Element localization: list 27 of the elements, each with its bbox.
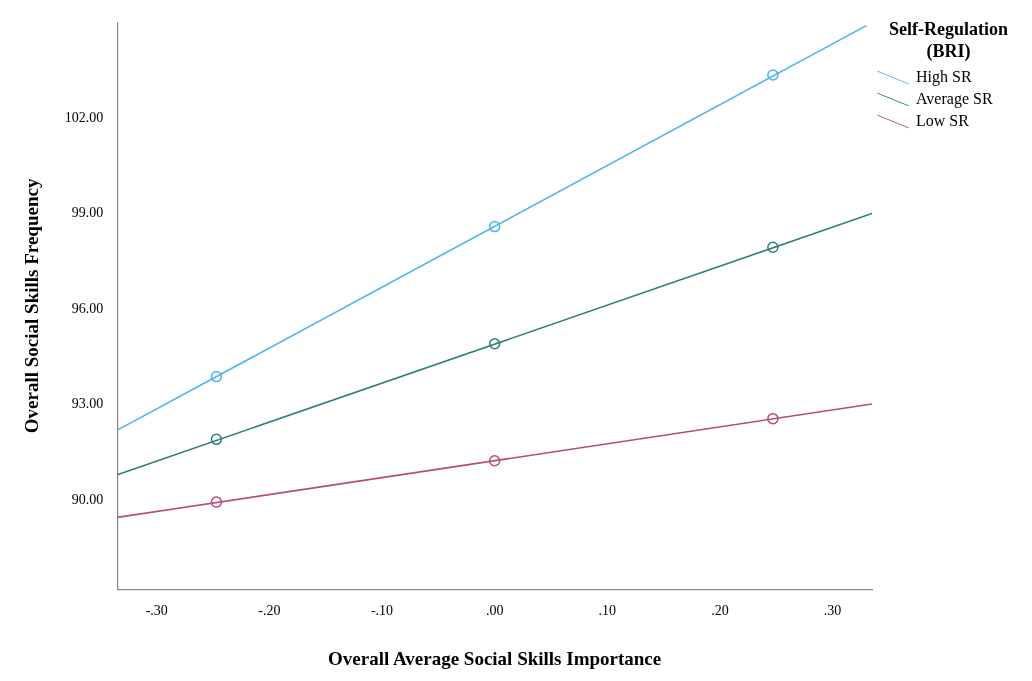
point xyxy=(767,241,779,254)
x-tick-label: -.20 xyxy=(258,603,281,619)
point xyxy=(488,454,501,467)
y-tick-label: 102.00 xyxy=(64,109,104,125)
point xyxy=(767,69,779,81)
point xyxy=(210,370,223,383)
y-tick-label: 90.00 xyxy=(71,491,104,507)
x-axis-title: Overall Average Social Skills Importance xyxy=(328,647,662,669)
legend-label: Low SR xyxy=(916,112,969,130)
point xyxy=(210,433,223,446)
x-tick-label: .30 xyxy=(823,603,842,619)
y-tick-label: 96.00 xyxy=(71,300,104,316)
x-tick-label: -.30 xyxy=(145,603,168,619)
y-axis-title: Overall Social Skills Frequency xyxy=(21,178,43,434)
y-tick-label: 93.00 xyxy=(71,396,104,412)
x-tick-label: .20 xyxy=(711,603,729,619)
point xyxy=(767,412,779,425)
point xyxy=(210,496,223,508)
point xyxy=(488,220,501,233)
legend-title: Self-Regulation (BRI) xyxy=(888,18,1009,62)
point xyxy=(488,338,501,350)
legend-label: Average SR xyxy=(916,90,993,108)
x-tick-label: .10 xyxy=(598,603,617,619)
legend-label: High SR xyxy=(916,68,972,86)
x-tick-label: .00 xyxy=(485,603,504,619)
y-tick-label: 99.00 xyxy=(71,205,104,221)
x-tick-label: -.10 xyxy=(370,603,394,619)
